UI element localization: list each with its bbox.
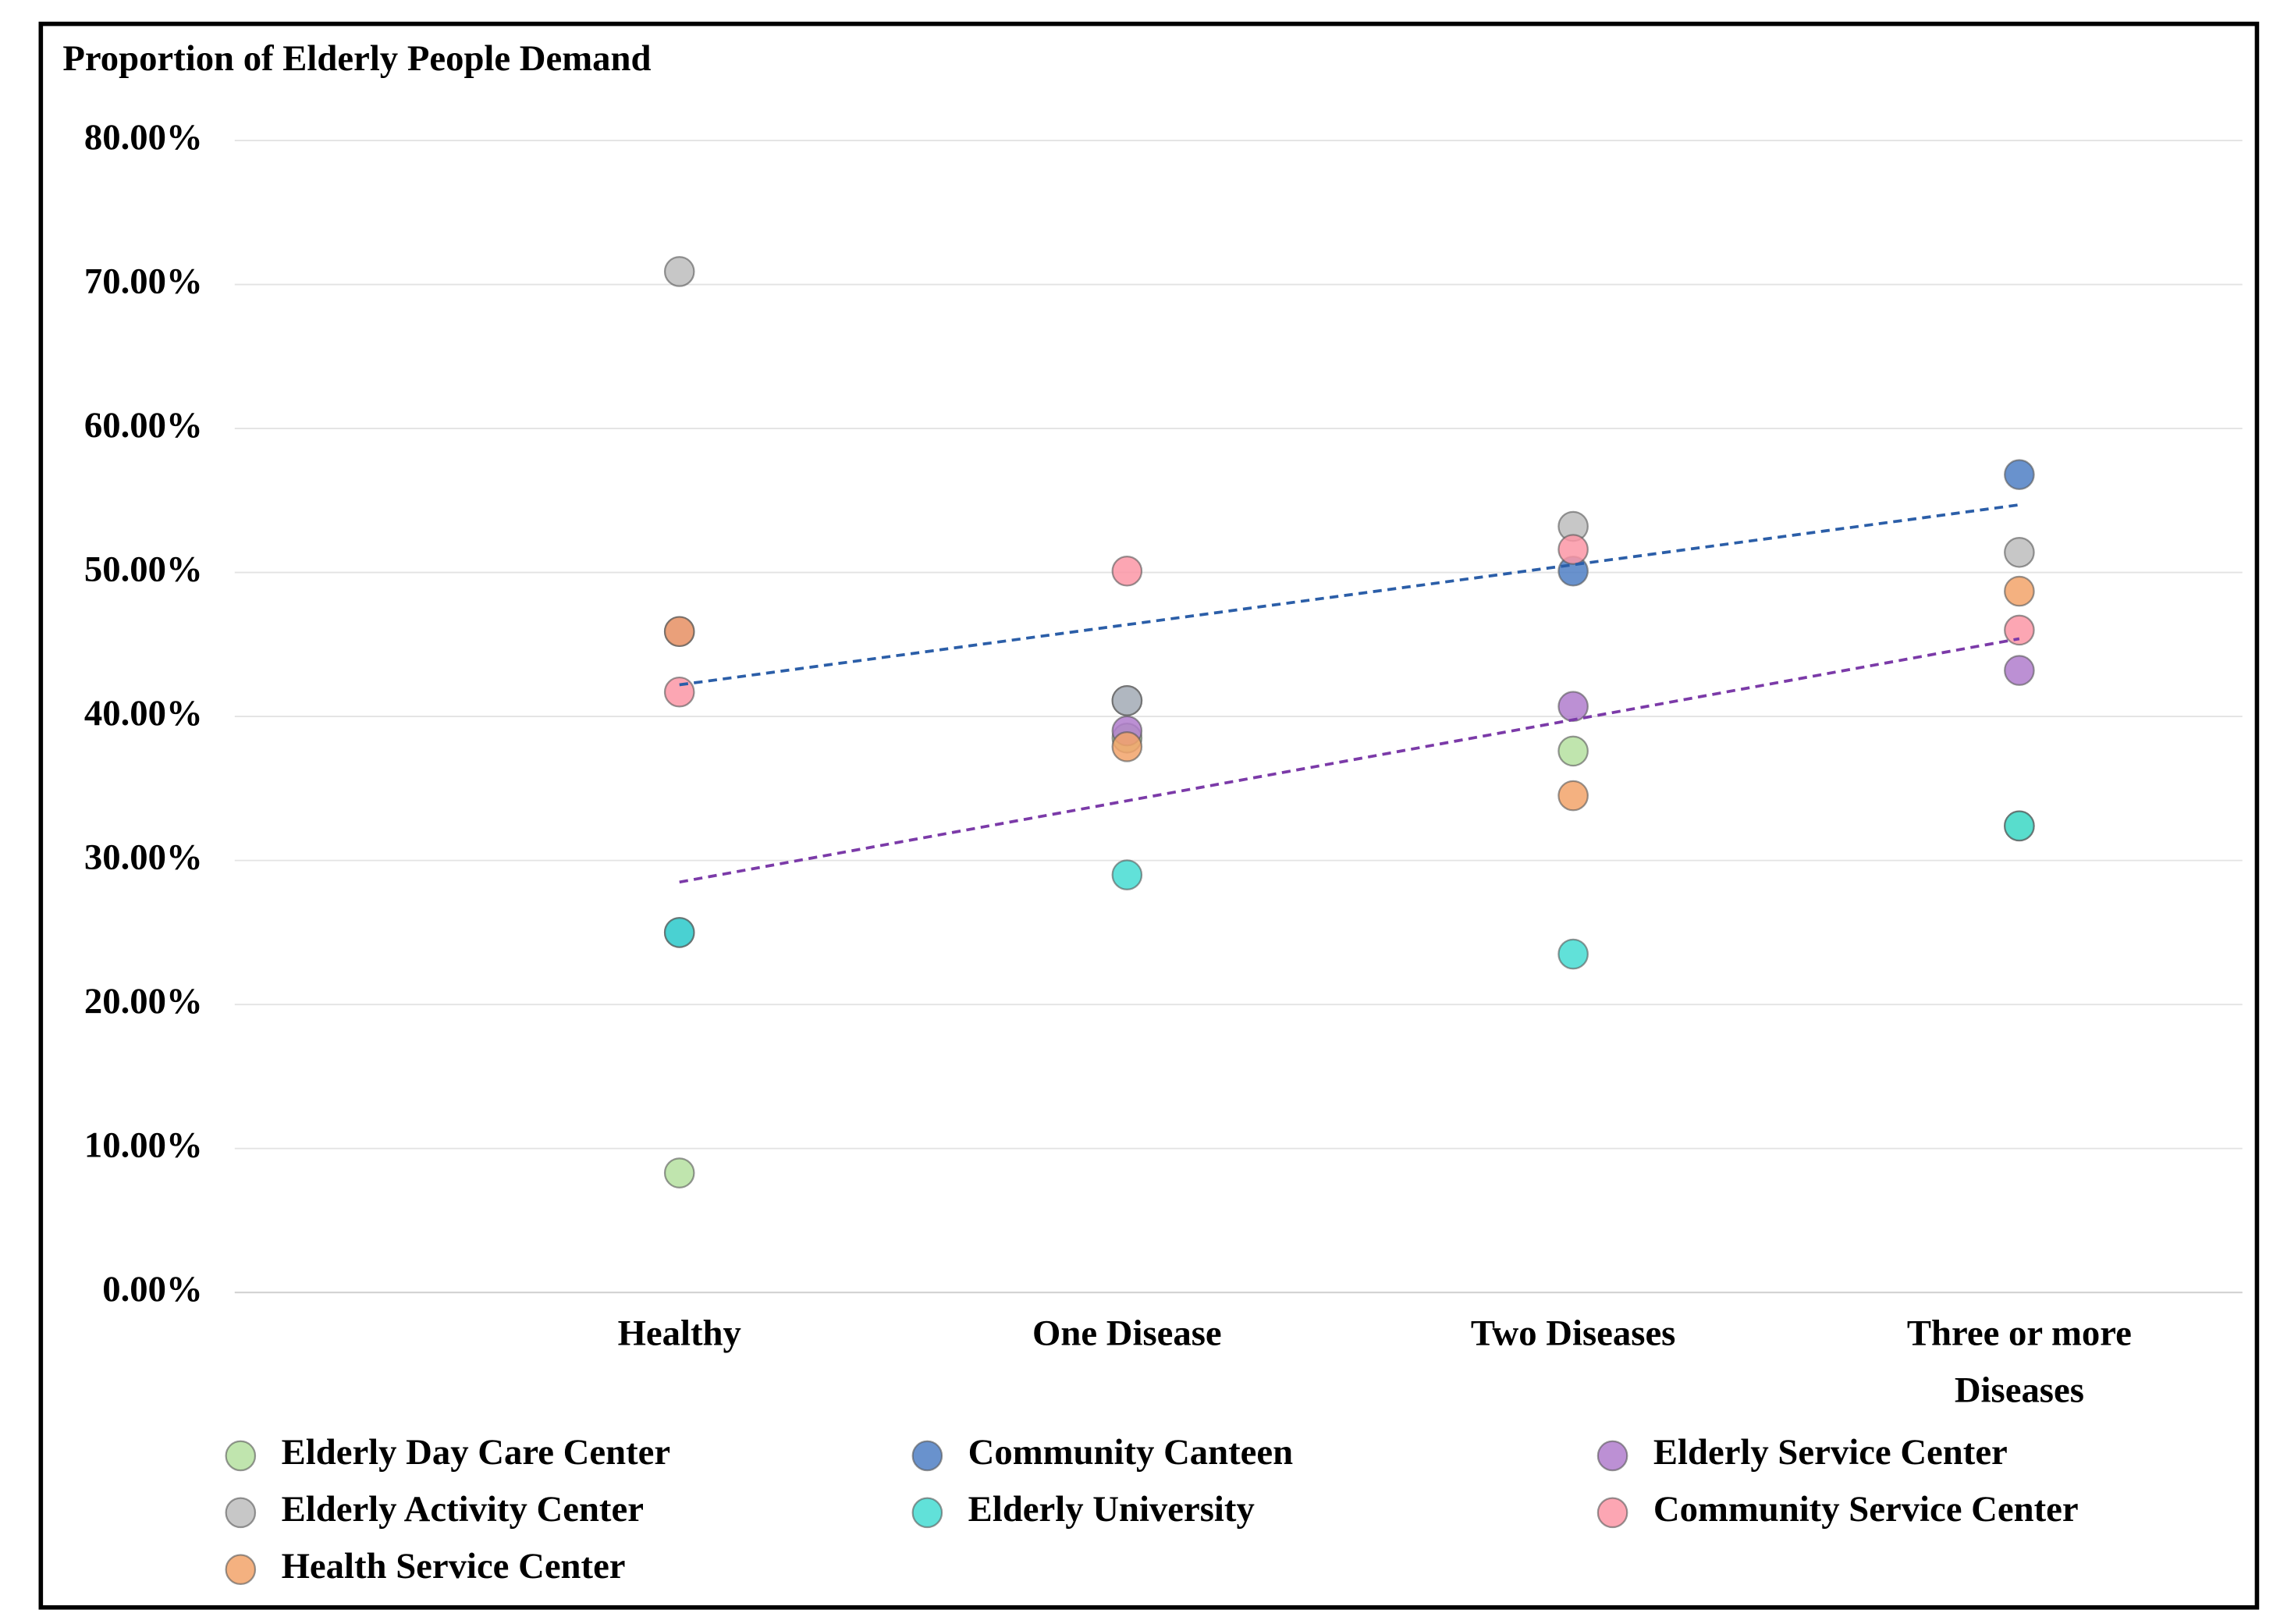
point [2004,614,2035,646]
point [1557,735,1589,767]
legend-marker [911,1497,943,1529]
point [2004,655,2035,686]
point [663,1157,695,1189]
x-tick-label: Healthy [617,1314,741,1354]
y-tick-label: 20.00% [84,981,203,1022]
legend-marker [225,1554,257,1585]
trendline [679,503,2020,687]
point [2004,459,2035,490]
x-label-box: Healthy [617,1314,741,1354]
point [1111,555,1143,587]
y-tick-label: 80.00% [84,117,203,158]
point [1111,731,1143,762]
legend-label: Community Canteen [968,1432,1293,1473]
legend-label: Community Service Center [1653,1489,2079,1530]
legend-marker [1596,1440,1628,1472]
point [2004,575,2035,607]
legend-label: Health Service Center [282,1546,626,1587]
legend-marker [225,1497,257,1529]
x-tick-label: One Disease [1032,1314,1222,1354]
y-tick-label: 60.00% [84,405,203,446]
trendline [679,637,2020,884]
legend-marker [1596,1497,1628,1529]
x-tick-label: Three or more Diseases [1906,1314,2132,1411]
y-tick-label: 70.00% [84,261,203,301]
point [1557,534,1589,565]
y-tick-label: 50.00% [84,549,203,589]
legend-label: Elderly Service Center [1653,1432,2008,1473]
point [1557,780,1589,812]
point [663,917,695,948]
point [663,676,695,708]
y-tick-label: 40.00% [84,693,203,734]
chart-title: Proportion of Elderly People Demand [62,38,651,79]
legend-label: Elderly University [968,1489,1255,1530]
point [1557,938,1589,970]
x-label-box: Two Diseases [1470,1314,1676,1354]
y-tick-label: 10.00% [84,1125,203,1165]
point [663,256,695,287]
legend-label: Elderly Day Care Center [282,1432,670,1473]
point [2004,536,2035,568]
y-tick-label: 30.00% [84,837,203,877]
point [1111,859,1143,890]
legend-marker [911,1440,943,1472]
legend-label: Elderly Activity Center [282,1489,644,1530]
point [1111,685,1143,716]
point [663,616,695,648]
x-tick-label: Two Diseases [1470,1314,1676,1354]
y-tick-label: 0.00% [102,1269,202,1310]
x-label-box: One Disease [1032,1314,1222,1354]
legend-marker [225,1440,257,1472]
point [2004,810,2035,842]
frame [38,21,2260,1610]
x-label-box: Three or more Diseases [1906,1314,2132,1411]
